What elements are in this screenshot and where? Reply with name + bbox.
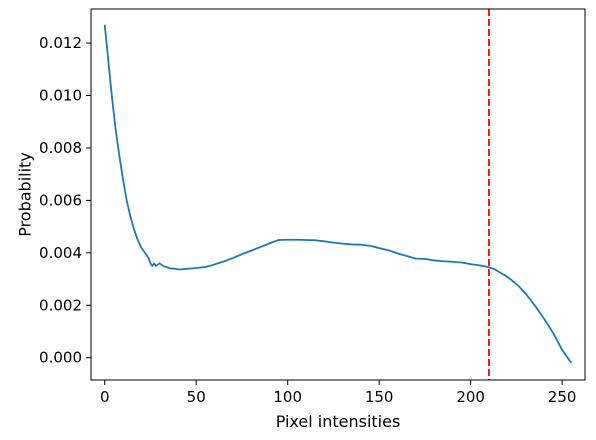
x-axis-label: Pixel intensities bbox=[276, 412, 401, 431]
x-tick-label: 100 bbox=[273, 388, 302, 406]
y-tick-label: 0.010 bbox=[39, 87, 82, 105]
plot-area bbox=[103, 9, 573, 380]
x-tick-label: 200 bbox=[456, 388, 485, 406]
plot-frame bbox=[90, 8, 586, 381]
y-axis-ticks: 0.000 0.002 0.004 0.006 0.008 0.010 0.012 bbox=[39, 34, 91, 367]
x-tick-label: 0 bbox=[100, 388, 110, 406]
y-axis-label: Probability bbox=[16, 152, 35, 237]
y-tick-label: 0.006 bbox=[39, 191, 82, 209]
x-tick-label: 50 bbox=[187, 388, 206, 406]
y-tick-label: 0.008 bbox=[39, 139, 82, 157]
x-tick-label: 250 bbox=[548, 388, 577, 406]
y-tick-label: 0.002 bbox=[39, 296, 82, 314]
x-tick-label: 150 bbox=[365, 388, 394, 406]
y-tick-label: 0.000 bbox=[39, 349, 82, 367]
series-line-0 bbox=[103, 24, 573, 364]
x-axis-ticks: 0 50 100 150 200 250 bbox=[100, 380, 577, 406]
y-tick-label: 0.012 bbox=[39, 34, 82, 52]
y-tick-label: 0.004 bbox=[39, 244, 82, 262]
